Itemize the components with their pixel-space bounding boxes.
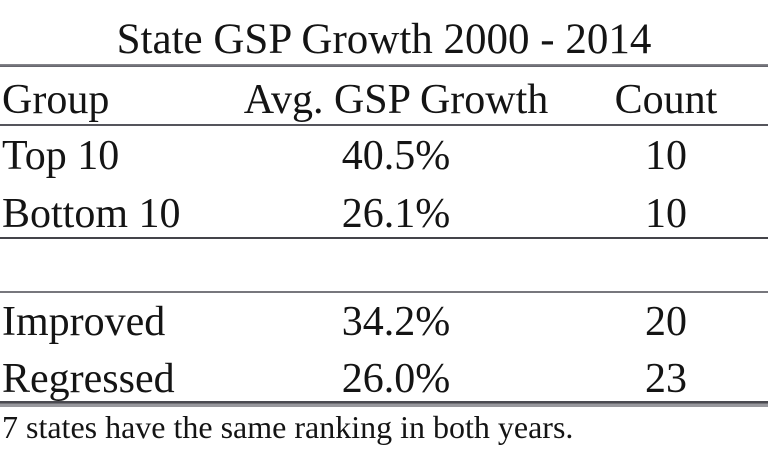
section-divider-rule-lower [0, 291, 768, 293]
column-header-count: Count [614, 77, 718, 123]
table-row-bottom-10: Bottom 10 26.1% 10 [0, 188, 768, 240]
column-header-avg-gsp-growth: Avg. GSP Growth [243, 77, 549, 123]
column-header-group: Group [2, 77, 110, 123]
group-cell: Improved [2, 299, 166, 345]
section-divider-rule-upper [0, 237, 768, 239]
group-cell: Bottom 10 [2, 191, 181, 237]
bottom-rule [0, 401, 768, 407]
count-cell: 20 [645, 299, 687, 345]
avg-gsp-growth-cell: 40.5% [341, 133, 451, 179]
count-cell: 10 [645, 133, 687, 179]
table-row-top-10: Top 10 40.5% 10 [0, 130, 768, 182]
table-header-row: Group Avg. GSP Growth Count [0, 74, 768, 126]
header-rule [0, 124, 768, 126]
count-cell: 10 [645, 191, 687, 237]
table-title: State GSP Growth 2000 - 2014 [116, 15, 652, 63]
count-cell: 23 [645, 356, 687, 402]
group-cell: Regressed [2, 356, 175, 402]
group-cell: Top 10 [2, 133, 120, 179]
avg-gsp-growth-cell: 26.0% [341, 356, 451, 402]
avg-gsp-growth-cell: 34.2% [341, 299, 451, 345]
table-footnote: 7 states have the same ranking in both y… [2, 409, 574, 445]
avg-gsp-growth-cell: 26.1% [341, 191, 451, 237]
table-row-improved: Improved 34.2% 20 [0, 296, 768, 348]
title-rule [0, 64, 768, 67]
table-row-regressed: Regressed 26.0% 23 [0, 353, 768, 405]
